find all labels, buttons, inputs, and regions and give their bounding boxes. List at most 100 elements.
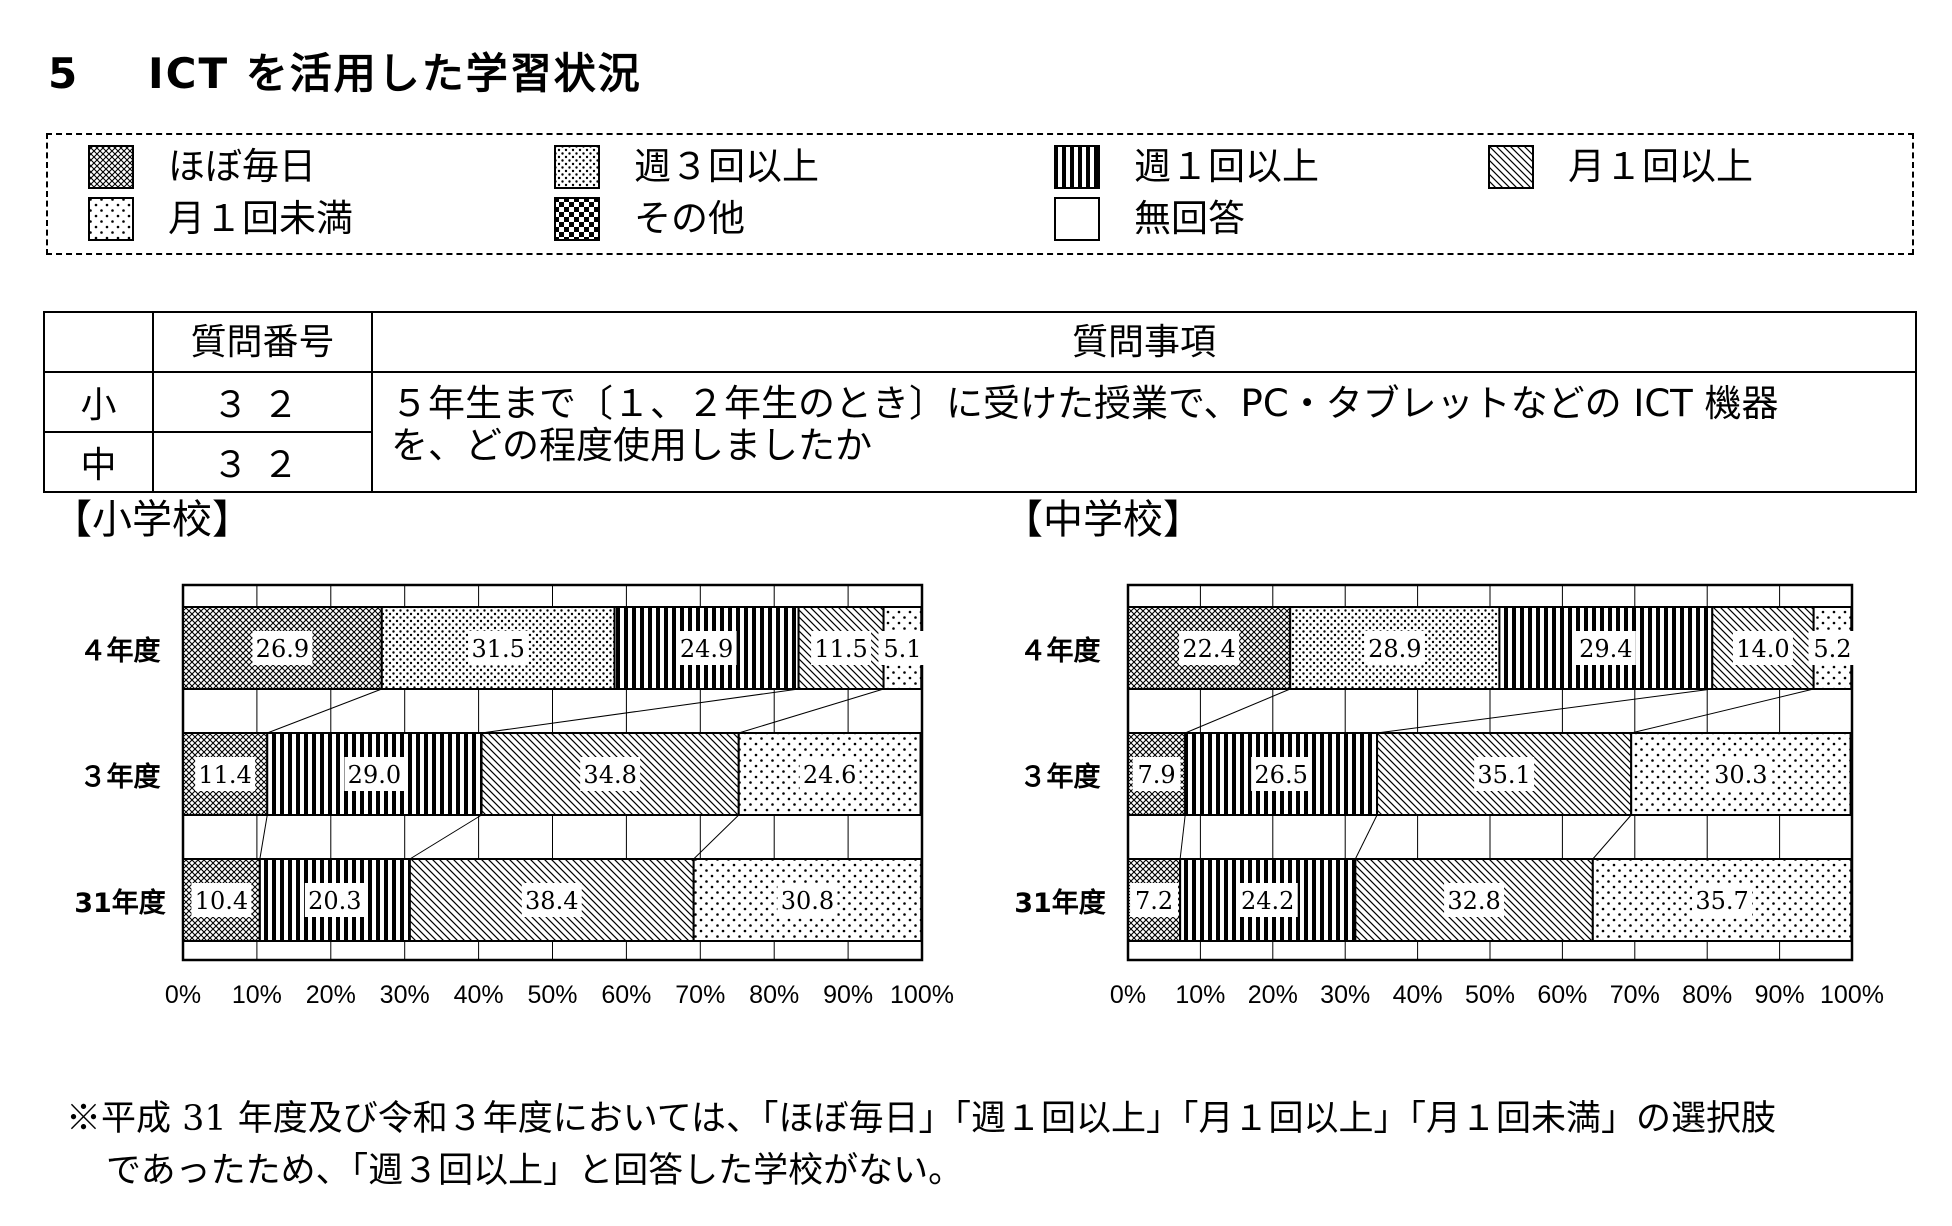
bar-value-label: 30.8 xyxy=(781,887,834,915)
header-question-item: 質問事項 xyxy=(371,311,1917,373)
row-level-junior: 中 xyxy=(43,431,154,493)
x-tick-label: 100% xyxy=(1820,981,1884,1009)
bar-value-label: 5.1 xyxy=(883,635,921,663)
bar-value-label: 35.7 xyxy=(1695,887,1748,915)
diagonal-swatch-icon xyxy=(1488,145,1534,189)
bar-label-bg xyxy=(580,757,641,791)
x-tick-label: 10% xyxy=(1175,981,1225,1009)
bar-label-bg xyxy=(799,757,860,791)
question-text-line2: を、どの程度使用しましたか xyxy=(391,424,872,467)
footnote: ※平成 31 年度及び令和３年度においては、「ほぼ毎日」「週１回以上」「月１回以… xyxy=(66,1093,1776,1197)
footnote-line1: ※平成 31 年度及び令和３年度においては、「ほぼ毎日」「週１回以上」「月１回以… xyxy=(66,1099,1777,1139)
bar-label-bg xyxy=(521,883,582,917)
header-question-number: 質問番号 xyxy=(152,311,373,373)
x-tick-label: 60% xyxy=(601,981,651,1009)
crosshatch-swatch-icon xyxy=(88,145,134,189)
category-label: ４年度 xyxy=(1020,635,1101,667)
connector-line xyxy=(481,688,799,734)
bar-label-bg xyxy=(1575,631,1636,665)
x-tick-label: 60% xyxy=(1537,981,1587,1009)
connector-line xyxy=(1376,688,1713,734)
bar-label-bg xyxy=(1237,883,1298,917)
chart-heading-junior: 【中学校】 xyxy=(1003,497,1203,543)
bar-label-bg xyxy=(1444,883,1505,917)
x-tick-label: 70% xyxy=(675,981,725,1009)
connector-line xyxy=(1354,814,1378,860)
bar-value-label: 26.9 xyxy=(256,635,309,663)
x-tick-label: 40% xyxy=(454,981,504,1009)
bar-label-bg xyxy=(811,631,872,665)
bar-value-label: 11.5 xyxy=(814,635,867,663)
category-label: ３年度 xyxy=(80,761,161,793)
x-tick-label: 80% xyxy=(749,981,799,1009)
connector-line xyxy=(259,814,268,860)
bar-value-label: 24.2 xyxy=(1241,887,1294,915)
bar-value-label: 28.9 xyxy=(1368,635,1421,663)
bar-value-label: 32.8 xyxy=(1447,887,1500,915)
question-text: ５年生まで〔１、２年生のとき〕に受けた授業で、PC・タブレットなどの ICT 機… xyxy=(371,371,1917,493)
bar-label-bg xyxy=(1130,883,1179,917)
bar-value-label: 29.0 xyxy=(348,761,401,789)
connector-line xyxy=(1592,814,1632,860)
row-number-elementary: ３２ xyxy=(152,371,373,433)
legend: ほぼ毎日 週３回以上 週１回以上 月１回以上 月１回未満 その他 無回答 xyxy=(46,133,1914,255)
bar-label-bg xyxy=(1808,631,1857,665)
connector-line xyxy=(1631,688,1814,734)
x-tick-label: 0% xyxy=(165,981,201,1009)
bar-label-bg xyxy=(468,631,529,665)
bar-value-label: 24.6 xyxy=(803,761,856,789)
bar-value-label: 26.5 xyxy=(1254,761,1307,789)
question-table: 質問番号 質問事項 小 ３２ ５年生まで〔１、２年生のとき〕に受けた授業で、PC… xyxy=(43,311,1917,493)
category-label: 31年度 xyxy=(74,887,166,919)
bar-value-label: 20.3 xyxy=(308,887,361,915)
x-tick-label: 20% xyxy=(1248,981,1298,1009)
bar-label-bg xyxy=(195,757,256,791)
bar-value-label: 5.2 xyxy=(1813,635,1851,663)
section-number: 5 xyxy=(48,49,80,98)
row-level-elementary: 小 xyxy=(43,371,154,433)
x-tick-label: 80% xyxy=(1682,981,1732,1009)
bar-label-bg xyxy=(1732,631,1793,665)
x-tick-label: 10% xyxy=(232,981,282,1009)
x-tick-label: 20% xyxy=(306,981,356,1009)
category-label: ４年度 xyxy=(80,635,161,667)
connector-line xyxy=(1179,814,1186,860)
bar-label-bg xyxy=(1179,631,1240,665)
bar-value-label: 7.9 xyxy=(1138,761,1176,789)
bar-label-bg xyxy=(344,757,405,791)
bar-value-label: 35.1 xyxy=(1477,761,1530,789)
bar-label-bg xyxy=(676,631,737,665)
vertical-stripes-swatch-icon xyxy=(1054,145,1100,189)
x-tick-label: 90% xyxy=(1755,981,1805,1009)
bar-value-label: 29.4 xyxy=(1579,635,1632,663)
sparse-dots-swatch-icon xyxy=(88,197,134,241)
bar-label-bg xyxy=(1474,757,1535,791)
bar-label-bg xyxy=(777,883,838,917)
bar-value-label: 10.4 xyxy=(195,887,248,915)
x-tick-label: 30% xyxy=(1320,981,1370,1009)
question-text-line1: ５年生まで〔１、２年生のとき〕に受けた授業で、PC・タブレットなどの ICT 機… xyxy=(391,382,1779,425)
row-number-junior: ３２ xyxy=(152,431,373,493)
bar-value-label: 34.8 xyxy=(583,761,636,789)
bar-label-bg xyxy=(1364,631,1425,665)
x-tick-label: 70% xyxy=(1610,981,1660,1009)
blank-swatch-icon xyxy=(1054,197,1100,241)
bar-label-bg xyxy=(252,631,313,665)
connector-line xyxy=(409,814,482,860)
bar-value-label: 24.9 xyxy=(680,635,733,663)
bar-label-bg xyxy=(1251,757,1312,791)
x-tick-label: 40% xyxy=(1393,981,1443,1009)
header-blank xyxy=(43,311,154,373)
bar-label-bg xyxy=(304,883,365,917)
section-title: ICT を活用した学習状況 xyxy=(148,49,642,98)
footnote-line2: であったため、「週３回以上」と回答した学校がない。 xyxy=(106,1151,964,1191)
bar-label-bg xyxy=(1692,883,1753,917)
connector-line xyxy=(1185,688,1291,734)
x-tick-label: 90% xyxy=(823,981,873,1009)
x-tick-label: 30% xyxy=(380,981,430,1009)
bar-label-bg xyxy=(1132,757,1181,791)
category-label: ３年度 xyxy=(1020,761,1101,793)
bar-value-label: 30.3 xyxy=(1714,761,1767,789)
bar-label-bg xyxy=(878,631,927,665)
dense-dots-swatch-icon xyxy=(554,145,600,189)
